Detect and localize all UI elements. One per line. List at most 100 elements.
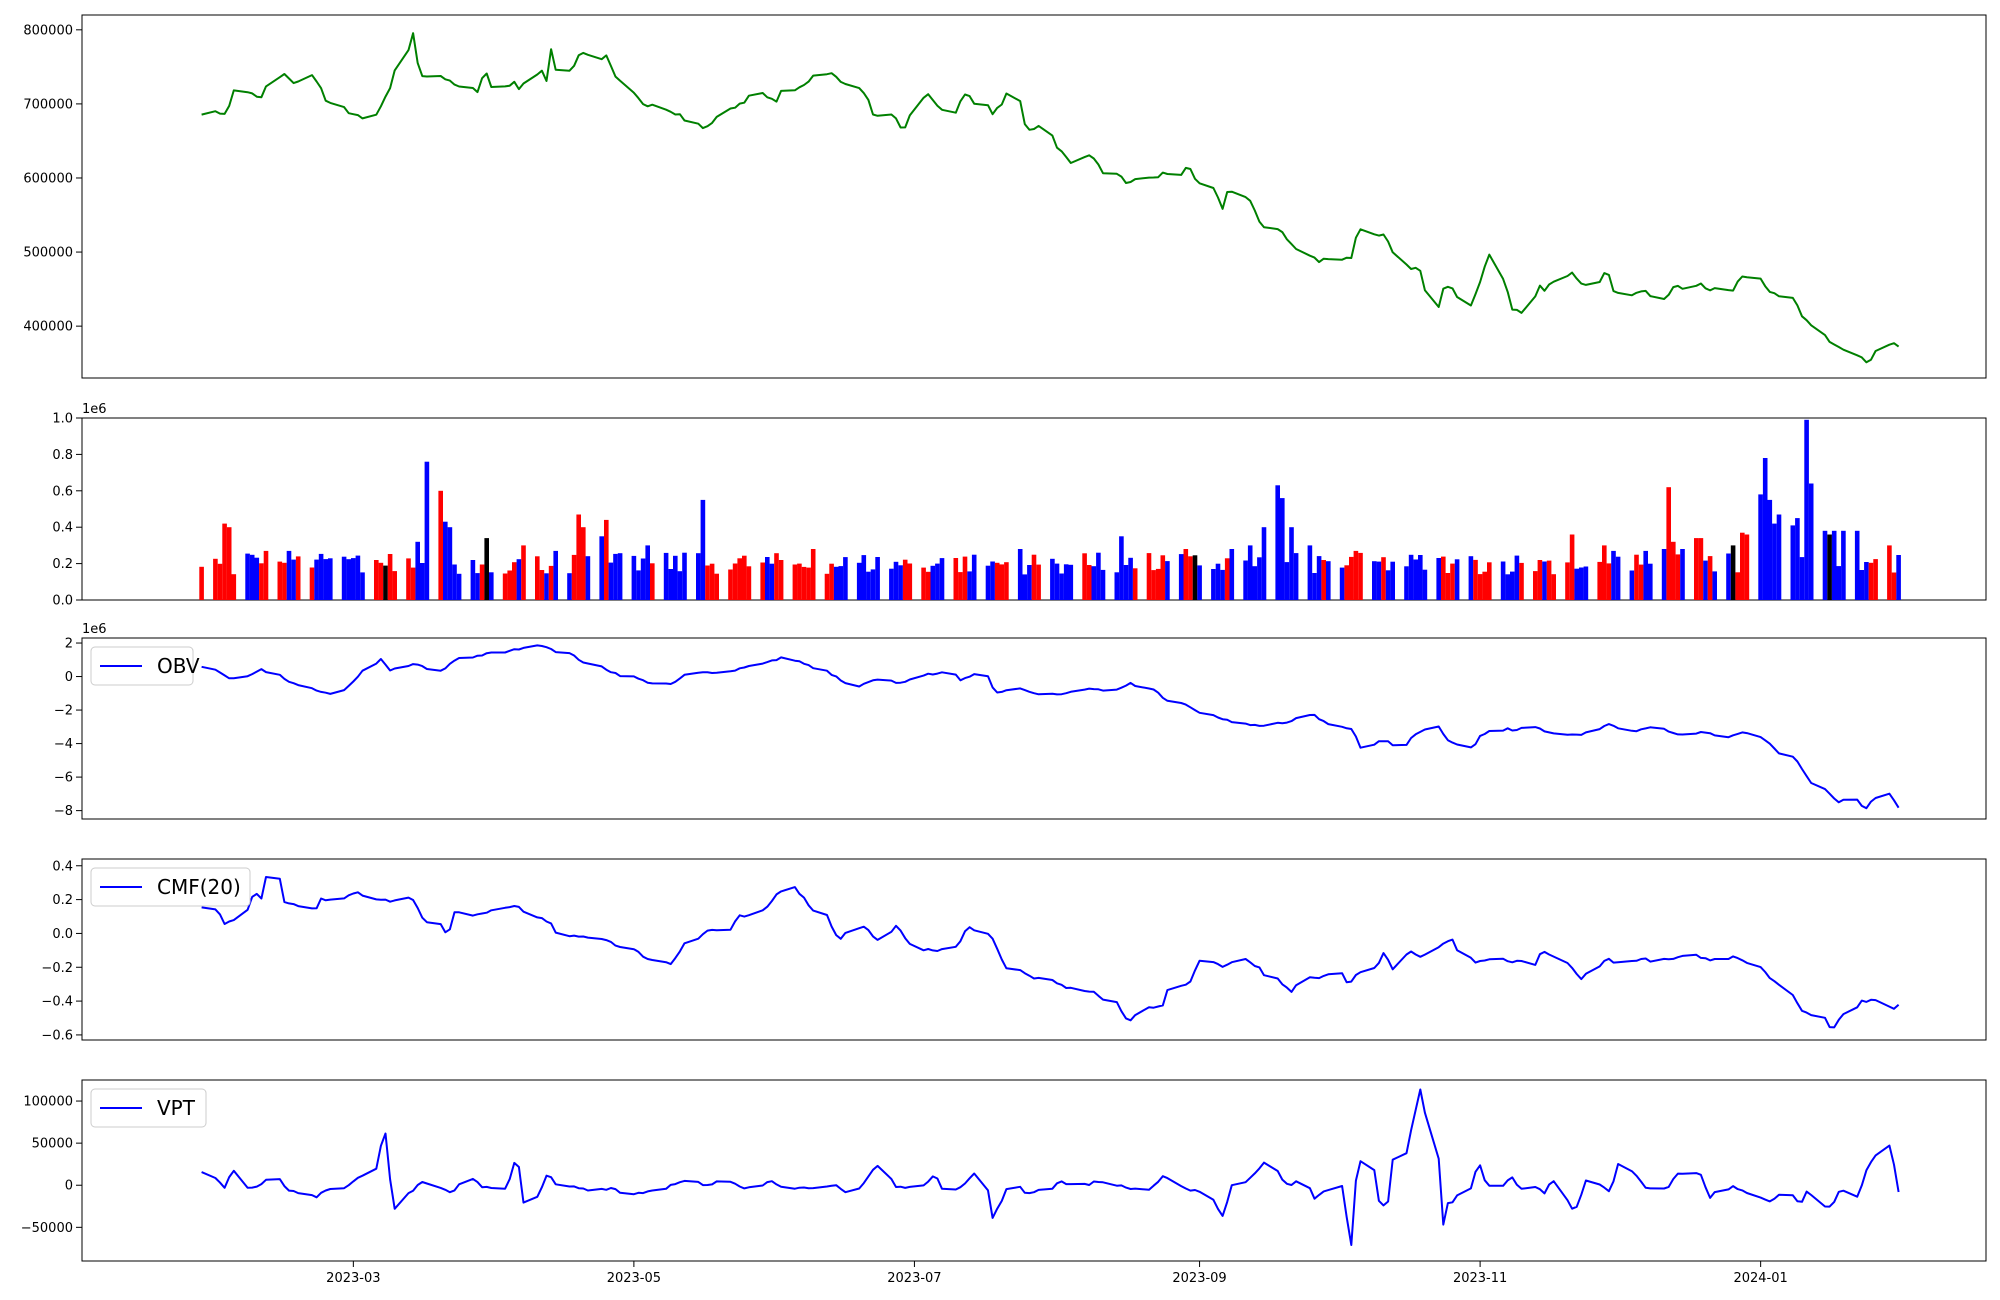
price-plot: 400000 500000 600000 700000 800000 (23, 23, 1900, 364)
volume-bar (355, 555, 361, 600)
volume-bar (263, 550, 269, 600)
volume-bar (1082, 553, 1087, 600)
volume-bar (1482, 571, 1487, 600)
volume-bar (1565, 562, 1570, 600)
volume-bar (732, 563, 738, 600)
volume-bar (1666, 487, 1671, 600)
volume-bar (539, 570, 545, 600)
cmf-legend-box (90, 867, 251, 907)
volume-bar (774, 553, 779, 600)
date-tick-label: 2023-03 (326, 1271, 380, 1286)
volume-bar (613, 553, 618, 600)
volume-bar (1243, 560, 1248, 600)
obv-ytick-label: −4 (54, 737, 73, 752)
volume-ytick-label: 0.0 (52, 594, 73, 609)
price-panel: 400000 500000 600000 700000 800000 (23, 14, 1987, 379)
volume-bar (714, 573, 719, 600)
volume-bar (1192, 555, 1198, 600)
volume-bar (548, 565, 554, 600)
volume-bar (571, 554, 577, 600)
volume-bar (1050, 558, 1055, 600)
date-tick-label: 2023-09 (1172, 1271, 1226, 1286)
date-tick-label: 2023-11 (1453, 1271, 1507, 1286)
volume-bar (1229, 549, 1235, 600)
volume-bar (1615, 556, 1621, 600)
volume-bar (1519, 562, 1524, 600)
volume-bar (254, 557, 260, 600)
obv-series-line (201, 644, 1900, 810)
volume-bar (810, 549, 816, 600)
volume-bar (351, 558, 356, 600)
volume-bar (1740, 532, 1745, 600)
volume-bar (567, 573, 572, 600)
volume-bar (1247, 545, 1253, 600)
cmf-ytick-label: −0.2 (41, 961, 73, 976)
volume-bar (1372, 561, 1377, 600)
volume-bar (1178, 554, 1184, 600)
volume-bar (1358, 552, 1363, 600)
volume-bar (1114, 572, 1120, 600)
date-tick-label: 2023-05 (607, 1271, 661, 1286)
volume-bar (1220, 569, 1225, 600)
volume-bar (696, 553, 701, 600)
volume-bar (374, 560, 379, 600)
volume-bar (277, 561, 283, 600)
volume-bar (535, 556, 540, 600)
volume-bar (489, 572, 494, 600)
volume-bar (967, 571, 972, 600)
volume-bar (1188, 556, 1193, 600)
volume-bar (1436, 558, 1441, 600)
volume-bar (410, 567, 416, 600)
volume-bar (1712, 571, 1717, 600)
volume-bar (1027, 565, 1032, 600)
volume-bar (806, 567, 811, 600)
volume-bar (1441, 556, 1446, 600)
volume-bar (1680, 549, 1685, 600)
volume-ytick-label: 1.0 (52, 412, 73, 427)
volume-bar (1119, 536, 1124, 600)
volume-bar (383, 565, 388, 600)
volume-bar (645, 545, 650, 600)
volume-bar (1165, 561, 1170, 600)
volume-bar (1602, 545, 1607, 600)
volume-bar (866, 571, 871, 600)
cmf-plot: −0.6 −0.4 −0.2 0.0 0.2 0.4 (41, 859, 1900, 1043)
volume-bar (1385, 570, 1391, 600)
volume-bar (843, 557, 848, 600)
volume-bar (282, 562, 287, 600)
volume-bar (953, 558, 959, 600)
volume-bar (295, 556, 301, 600)
obv-ytick-label: 0 (65, 670, 73, 685)
volume-bar (1583, 566, 1589, 600)
volume-bar (985, 565, 991, 600)
volume-bar (769, 563, 775, 600)
volume-bar (1808, 483, 1814, 600)
volume-bar (765, 557, 770, 600)
volume-bar (378, 562, 384, 600)
volume-bar (650, 563, 655, 600)
volume-bar (1155, 568, 1161, 600)
volume-bar (1887, 545, 1892, 600)
volume-bar (424, 461, 430, 600)
volume-bar (971, 554, 977, 600)
volume-bar (1413, 559, 1418, 600)
volume-ytick-label: 0.2 (52, 557, 73, 572)
volume-bar (286, 550, 292, 600)
volume-bar (1022, 574, 1028, 600)
vpt-legend-box (90, 1088, 207, 1128)
volume-bar (516, 559, 522, 600)
volume-bar (1017, 549, 1023, 600)
volume-bar (930, 565, 936, 600)
volume-bar (935, 563, 940, 600)
volume-bar (1648, 563, 1653, 600)
volume-bar (456, 573, 462, 600)
volume-bar (604, 519, 609, 600)
volume-bar (1381, 557, 1386, 600)
volume-bar (636, 570, 641, 600)
volume-plot: 0.0 0.2 0.4 0.6 0.8 1.0 (52, 412, 1901, 609)
volume-bar (484, 538, 489, 600)
volume-bar (406, 558, 411, 600)
cmf-ytick-label: 0.0 (52, 927, 73, 942)
volume-bar (838, 566, 844, 600)
volume-bar (1293, 553, 1299, 600)
